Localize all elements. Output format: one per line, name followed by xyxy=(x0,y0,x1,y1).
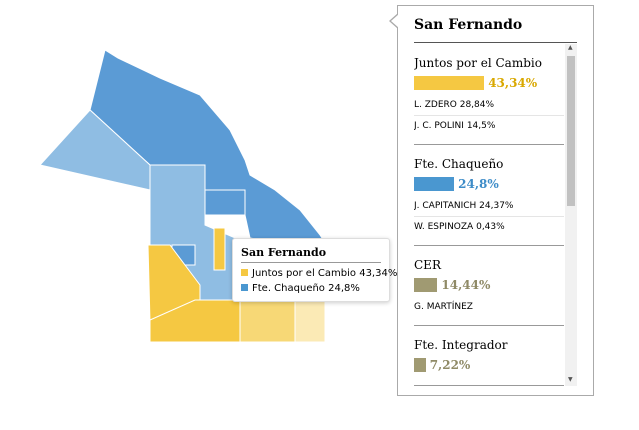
share: 14,44% xyxy=(441,278,491,292)
candidate-name: L. ZDERO xyxy=(414,100,457,110)
candidate: J. C. POLINI 14,5% xyxy=(414,116,564,136)
party[interactable]: CER 14,44% G. MARTÍNEZ xyxy=(414,246,564,326)
bar xyxy=(414,76,485,90)
candidate-share: 0,43% xyxy=(476,222,505,232)
share: 24,8% xyxy=(458,177,499,191)
bar xyxy=(414,177,455,191)
bar xyxy=(414,278,438,292)
divider xyxy=(241,262,381,263)
panel-title: San Fernando xyxy=(414,17,523,33)
party-name: Juntos por el Cambio xyxy=(414,56,542,70)
region xyxy=(204,189,246,216)
region-selected xyxy=(294,299,326,343)
party-name: Juntos por el Cambio xyxy=(252,268,357,279)
bar-row: 7,22% xyxy=(414,357,564,373)
party-name: Fte. Chaqueño xyxy=(252,283,325,294)
region xyxy=(213,227,226,271)
map xyxy=(39,49,331,343)
candidate-name: G. MARTÍNEZ xyxy=(414,302,473,312)
info-panel: San Fernando Juntos por el Cambio 43,34% L… xyxy=(397,5,594,396)
party-list[interactable]: Juntos por el Cambio 43,34% L. ZDERO 28,84… xyxy=(414,44,564,386)
bar-row: 43,34% xyxy=(414,75,564,91)
share: 43,34% xyxy=(488,76,538,90)
candidate-share: 28,84% xyxy=(459,100,495,110)
tooltip-item: Fte. Chaqueño 24,8% xyxy=(241,283,360,294)
bar-row: 24,8% xyxy=(414,176,564,192)
party[interactable]: Fte. Integrador 7,22% xyxy=(414,326,564,386)
bar-row: 14,44% xyxy=(414,277,564,293)
candidate: L. ZDERO 28,84% xyxy=(414,95,564,116)
share: 24,8% xyxy=(328,283,360,294)
pointer xyxy=(391,14,399,28)
tooltip-title: San Fernando xyxy=(241,246,327,259)
region xyxy=(239,299,296,343)
candidate-share: 24,37% xyxy=(479,201,514,211)
candidate-share: 14,5% xyxy=(466,121,496,131)
share: 7,22% xyxy=(429,358,471,372)
scrollbar[interactable]: ▲ ▼ xyxy=(565,44,577,386)
candidate: G. MARTÍNEZ xyxy=(414,297,564,317)
candidate: J. CAPITANICH 24,37% xyxy=(414,196,564,217)
swatch xyxy=(241,284,248,291)
party[interactable]: Fte. Chaqueño 24,8% J. CAPITANICH 24,37% W.… xyxy=(414,145,564,246)
tooltip: San Fernando Juntos por el Cambio 43,34%… xyxy=(232,238,397,302)
party-name: CER xyxy=(414,258,441,272)
party-name: Fte. Integrador xyxy=(414,338,508,352)
party[interactable]: Juntos por el Cambio 43,34% L. ZDERO 28,84… xyxy=(414,44,564,145)
divider xyxy=(414,42,577,43)
share: 43,34% xyxy=(359,268,398,279)
tooltip-item: Juntos por el Cambio 43,34% xyxy=(241,268,397,279)
bar xyxy=(414,358,426,372)
candidate: W. ESPINOZA 0,43% xyxy=(414,217,564,237)
region xyxy=(147,244,201,323)
candidate-name: W. ESPINOZA xyxy=(414,222,474,232)
swatch xyxy=(241,269,248,276)
candidate-name: J. CAPITANICH xyxy=(414,201,477,211)
party-name: Fte. Chaqueño xyxy=(414,157,504,171)
candidate-name: J. C. POLINI xyxy=(414,121,464,131)
